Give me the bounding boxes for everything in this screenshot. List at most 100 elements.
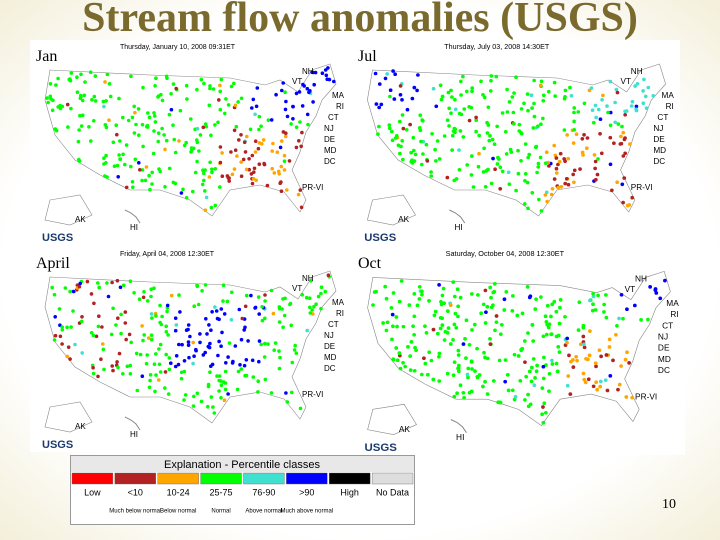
gauge-dot (147, 115, 152, 120)
gauge-dot (527, 369, 532, 374)
state-label: VT (621, 77, 632, 86)
gauge-dot (104, 153, 108, 158)
gauge-dot (69, 325, 73, 329)
gauge-dot (553, 153, 558, 158)
gauge-dot (400, 98, 404, 102)
gauge-dot (100, 325, 104, 329)
gauge-dot (523, 142, 528, 146)
gauge-dot (281, 81, 285, 85)
usgs-logo: USGS (42, 439, 73, 451)
gauge-dot (323, 289, 328, 294)
gauge-dot (51, 98, 55, 103)
gauge-dot (541, 420, 546, 425)
gauge-dot (599, 354, 603, 359)
gauge-dot (307, 296, 312, 300)
gauge-dot (511, 110, 516, 115)
gauge-dot (412, 292, 417, 296)
gauge-dot (221, 283, 226, 287)
gauge-dot (217, 98, 221, 102)
gauge-dot (150, 182, 154, 186)
gauge-dot (202, 171, 206, 176)
gauge-dot (588, 298, 592, 303)
legend-swatch (243, 472, 285, 485)
gauge-dot (265, 183, 270, 188)
gauge-dot (115, 163, 120, 168)
gauge-dot (503, 358, 508, 362)
gauge-dot (269, 118, 274, 122)
gauge-dot (202, 178, 206, 183)
gauge-dot (519, 107, 524, 111)
gauge-dot (440, 316, 444, 321)
gauge-dot (415, 88, 419, 93)
gauge-dot (78, 113, 82, 118)
gauge-dot (566, 374, 571, 378)
gauge-dot (201, 168, 205, 172)
gauge-dot (398, 151, 402, 156)
gauge-dot (169, 107, 174, 112)
gauge-dot (494, 74, 499, 79)
gauge-dot (412, 159, 417, 163)
gauge-dot (209, 364, 213, 368)
gauge-dot (239, 96, 244, 101)
gauge-dot (429, 174, 434, 178)
gauge-dot (297, 90, 302, 94)
gauge-dot (225, 174, 230, 178)
gauge-dot (242, 363, 247, 368)
gauge-dot (129, 164, 133, 169)
gauge-dot (574, 354, 579, 359)
gauge-dot (495, 124, 499, 129)
gauge-dot (437, 379, 442, 383)
gauge-dot (489, 305, 494, 310)
gauge-dot (419, 162, 424, 167)
gauge-dot (469, 173, 474, 177)
gauge-dot (131, 185, 135, 189)
gauge-dot (290, 360, 295, 365)
gauge-dot (510, 388, 515, 393)
gauge-dot (446, 90, 451, 95)
gauge-dot (145, 124, 149, 129)
gauge-dot (634, 107, 638, 112)
gauge-dot (387, 123, 392, 127)
gauge-dot (489, 181, 494, 186)
gauge-dot (149, 333, 154, 337)
gauge-dot (532, 114, 537, 119)
gauge-dot (226, 355, 230, 359)
legend-class: High (340, 487, 359, 497)
gauge-dot (412, 85, 417, 90)
gauge-dot (273, 341, 278, 345)
gauge-dot (115, 132, 119, 137)
gauge-dot (608, 374, 613, 378)
gauge-dot (556, 345, 561, 349)
gauge-dot (534, 297, 538, 301)
gauge-dot (199, 399, 204, 404)
gauge-dot (643, 94, 648, 99)
gauge-dot (409, 150, 413, 155)
gauge-dot (232, 128, 237, 133)
gauge-dot (214, 309, 219, 313)
gauge-dot (474, 115, 478, 120)
gauge-dot (502, 308, 507, 312)
gauge-dot (249, 172, 254, 176)
panel-label: April (34, 255, 72, 273)
gauge-dot (186, 327, 190, 332)
gauge-dot (266, 118, 271, 122)
gauge-dot (516, 354, 521, 358)
gauge-dot (289, 122, 293, 126)
gauge-dot (274, 92, 278, 97)
gauge-dot (541, 405, 545, 409)
gauge-dot (138, 168, 142, 172)
gauge-dot (519, 348, 524, 353)
gauge-dot (459, 93, 463, 97)
legend-description: Normal (211, 509, 230, 515)
gauge-dot (257, 162, 262, 166)
gauge-dot (597, 348, 602, 353)
gauge-dot (481, 170, 486, 174)
alaska (44, 194, 93, 226)
state-label: CT (657, 113, 668, 122)
gauge-dot (515, 313, 520, 318)
gauge-dot (578, 342, 583, 347)
gauge-dot (50, 108, 55, 113)
gauge-dot (383, 76, 388, 81)
gauge-dot (115, 278, 120, 283)
gauge-dot (203, 189, 207, 193)
